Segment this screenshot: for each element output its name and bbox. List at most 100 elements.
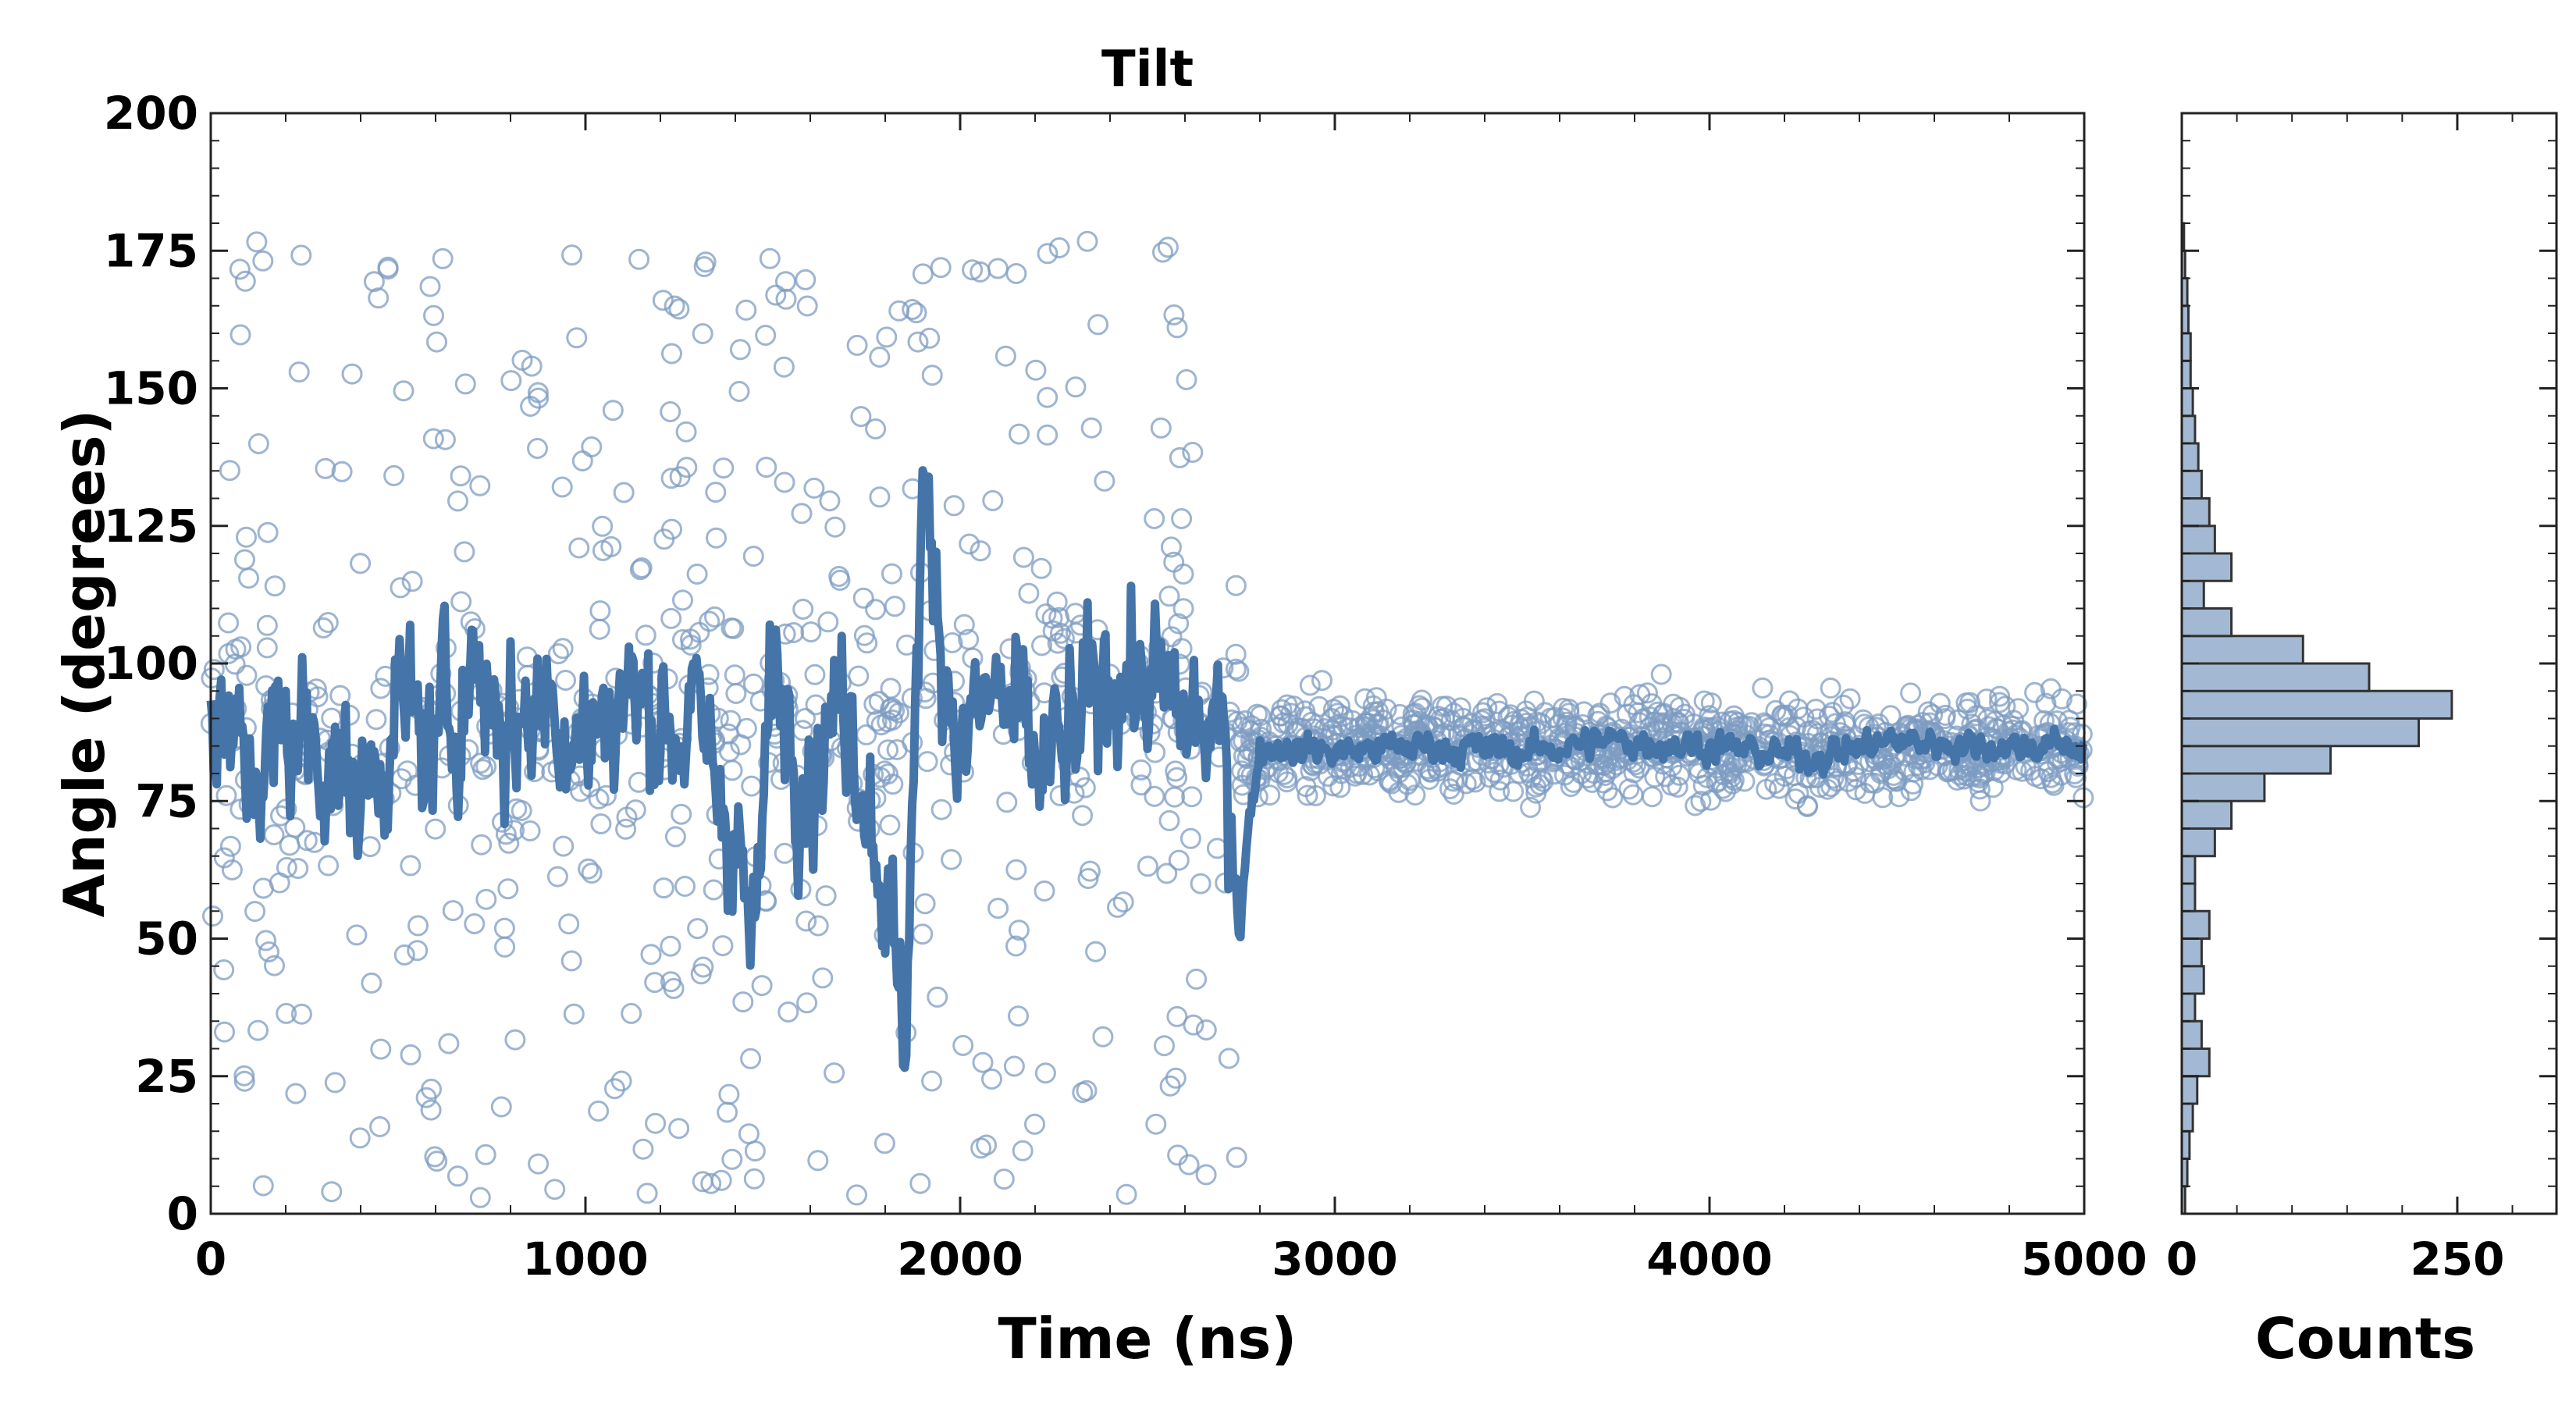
scatter-point (1018, 582, 1040, 604)
scatter-point (1005, 859, 1027, 880)
scatter-point (421, 1078, 442, 1100)
scatter-point (475, 756, 497, 777)
scatter-point (521, 355, 543, 377)
scatter-point (846, 334, 868, 356)
scatter-point (1642, 786, 1663, 808)
scatter-point (1286, 717, 1308, 739)
scatter-point (233, 1065, 255, 1087)
scatter-point (1741, 712, 1763, 734)
scatter-point (1622, 784, 1644, 806)
scatter-point (824, 1062, 845, 1084)
scatter-point (604, 1078, 625, 1100)
histogram-bar (2180, 717, 2421, 748)
scatter-point (888, 300, 910, 322)
scatter-point (568, 537, 590, 559)
scatter-point (725, 683, 747, 704)
scatter-point (1150, 417, 1172, 439)
scatter-point (724, 664, 745, 686)
scatter-point (1452, 717, 1474, 738)
scatter-point (664, 826, 686, 848)
scatter-point (490, 1096, 512, 1118)
scatter-point (1404, 784, 1426, 806)
scatter-point (503, 820, 525, 841)
scatter-point (370, 678, 392, 699)
scatter-point (712, 935, 734, 957)
scatter-point (919, 327, 941, 349)
y-tick-label: 100 (104, 637, 198, 690)
scatter-point (1961, 766, 1983, 788)
scatter-point (589, 600, 611, 622)
scatter-point (866, 710, 888, 732)
histogram-bar (2180, 635, 2304, 665)
scatter-point (1582, 772, 1603, 793)
scatter-point (1137, 855, 1158, 877)
scatter-point (361, 972, 382, 994)
scatter-point (581, 436, 603, 457)
scatter-point (738, 1123, 760, 1145)
scatter-point (377, 258, 399, 280)
scatter-point (454, 541, 475, 563)
scatter-point (774, 471, 795, 493)
scatter-point (914, 893, 936, 915)
scatter-point (1087, 314, 1109, 336)
scatter-point (795, 269, 817, 290)
scatter-point (796, 295, 818, 317)
histogram-x-axis-label: Counts (2255, 1306, 2475, 1371)
scatter-point (1009, 423, 1030, 445)
scatter-point (644, 972, 666, 994)
scatter-point (560, 950, 582, 972)
scatter-point (717, 1101, 738, 1123)
scatter-point (982, 489, 1004, 511)
scatter-point (1080, 417, 1102, 439)
scatter-point (1072, 805, 1094, 827)
scatter-point (1179, 827, 1201, 849)
scatter-point (276, 856, 297, 878)
scatter-point (1543, 763, 1565, 785)
y-tick-label: 50 (135, 912, 198, 966)
scatter-point (1969, 790, 1991, 812)
scatter-point (1034, 1062, 1056, 1084)
scatter-point (279, 834, 301, 856)
scatter-point (704, 606, 725, 628)
scatter-point (400, 855, 422, 877)
scatter-point (1065, 376, 1087, 398)
scatter-point (1226, 1147, 1247, 1168)
scatter-point (1225, 574, 1247, 596)
scatter-point (1144, 508, 1165, 529)
scatter-point (1843, 760, 1865, 782)
scatter-point (285, 1083, 307, 1104)
scatter-point (432, 247, 454, 269)
scatter-point (1839, 688, 1861, 710)
histogram-bar (2180, 1019, 2203, 1050)
scatter-point (846, 1184, 867, 1206)
scatter-point (819, 490, 841, 512)
scatter-point (1225, 643, 1247, 665)
scatter-point (1025, 359, 1047, 381)
scatter-point (803, 477, 825, 499)
y-tick-label: 25 (135, 1050, 198, 1103)
scatter-point (792, 599, 814, 620)
scatter-point (721, 1148, 743, 1170)
scatter-point (1031, 635, 1052, 656)
scatter-point (795, 708, 816, 729)
scatter-point (706, 527, 727, 549)
scatter-point (902, 299, 923, 320)
scatter-point (581, 863, 603, 884)
scatter-point (1752, 677, 1774, 699)
histogram-bar (2180, 937, 2203, 968)
scatter-point (700, 1172, 722, 1194)
scatter-point (1440, 710, 1462, 731)
scatter-point (796, 992, 818, 1014)
scatter-point (671, 803, 692, 825)
scatter-point (2005, 759, 2027, 781)
scatter-point (881, 697, 902, 719)
scatter-point (912, 923, 934, 945)
scatter-point (1034, 880, 1055, 902)
scatter-point (1169, 446, 1190, 468)
scatter-point (1602, 787, 1624, 809)
scatter-point (1276, 767, 1298, 788)
scatter-point (1182, 442, 1204, 463)
scatter-point (661, 343, 682, 365)
scatter-point (1157, 237, 1179, 258)
scatter-point (350, 553, 372, 574)
